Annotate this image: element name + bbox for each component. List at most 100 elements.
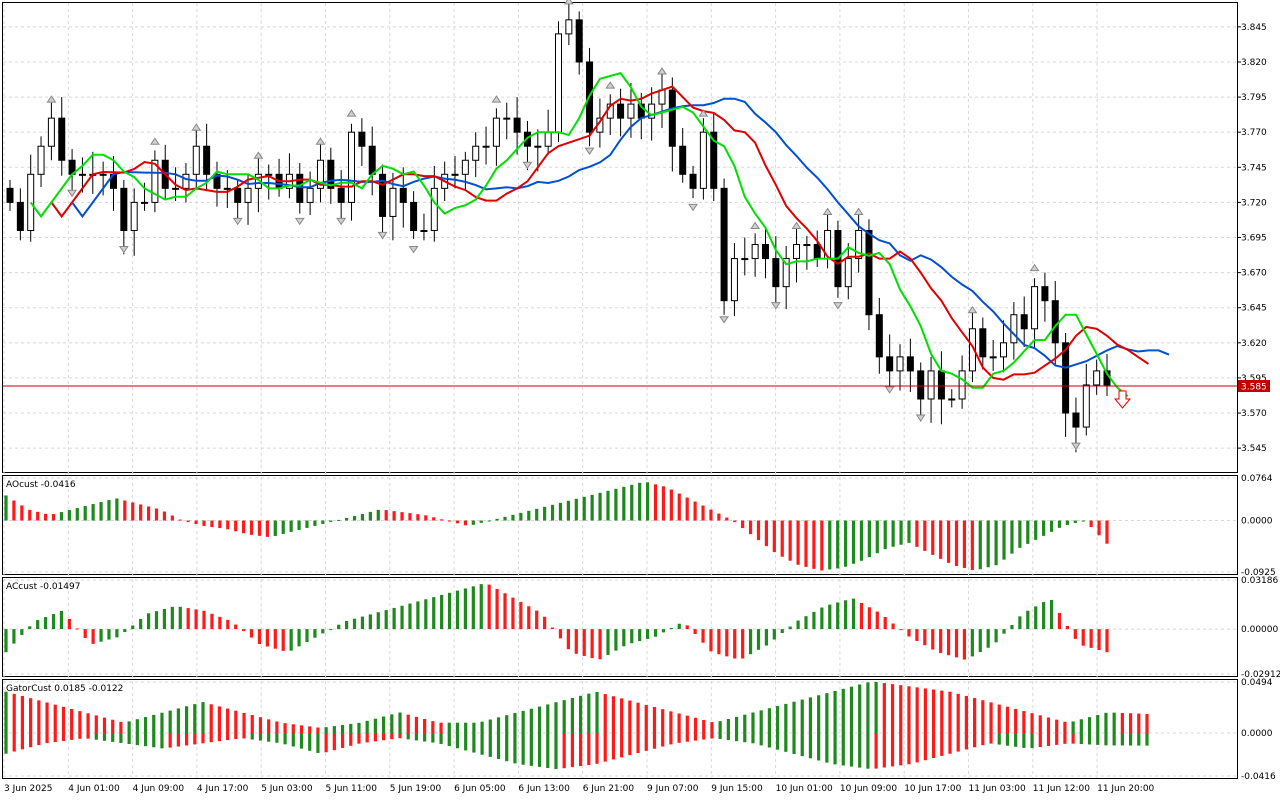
- ao-bar: [392, 511, 396, 521]
- ao-bar: [962, 520, 967, 568]
- gator-lower-bar: [480, 733, 484, 755]
- fractal-down-icon: [688, 203, 698, 212]
- bull-candle: [648, 103, 656, 119]
- ao-bar: [867, 520, 871, 558]
- ac-bar: [851, 598, 856, 630]
- gator-upper-bar: [1079, 719, 1083, 734]
- ao-bar: [273, 520, 277, 536]
- ao-bar: [479, 520, 483, 523]
- bull-candle: [182, 173, 190, 189]
- ao-bar: [471, 520, 475, 525]
- ao-bar: [416, 514, 420, 521]
- gator-lower-bar: [1079, 733, 1083, 745]
- bull-candle: [306, 187, 314, 203]
- ac-bar: [131, 625, 135, 630]
- ac-bar: [543, 616, 547, 630]
- gator-upper-bar: [751, 712, 755, 734]
- gator-upper-bar: [127, 721, 131, 734]
- bull-candle: [141, 201, 149, 204]
- gator-lower-bar: [45, 733, 49, 744]
- bull-candle: [1031, 286, 1039, 330]
- bear-candle: [327, 159, 335, 189]
- fractal-down-icon: [408, 245, 419, 254]
- bear-candle: [720, 187, 728, 302]
- gator-lower-bar: [833, 733, 837, 765]
- ac-tick-label: 0.00000: [1241, 625, 1278, 635]
- gator-upper-bar: [1055, 719, 1059, 734]
- ao-bar: [986, 520, 990, 568]
- bear-candle: [58, 117, 66, 161]
- ac-bar: [503, 593, 507, 630]
- ao-bar: [653, 484, 658, 521]
- time-tick-label: 9 Jun 15:00: [711, 784, 763, 794]
- gator-upper-bar: [767, 708, 772, 734]
- fractal-down-icon: [770, 302, 781, 310]
- bear-candle: [865, 229, 873, 316]
- ao-bar: [741, 520, 745, 529]
- ao-bar: [487, 520, 491, 522]
- gator-upper-bar: [603, 694, 607, 734]
- ac-bar: [844, 600, 848, 630]
- gator-lower-bar: [669, 733, 673, 745]
- ao-bar: [844, 520, 848, 567]
- gator-lower-bar: [258, 733, 263, 741]
- gator-lower-bar: [472, 733, 476, 753]
- gator-upper-bar: [283, 723, 287, 734]
- bear-candle: [1051, 300, 1059, 344]
- gator-upper-bar: [488, 719, 492, 734]
- bull-candle: [555, 33, 562, 133]
- gator-lower-bar: [841, 733, 845, 766]
- ao-bar: [978, 520, 982, 570]
- gator-lower-bar: [636, 733, 640, 754]
- bull-candle: [420, 229, 428, 232]
- gator-lower-bar: [1120, 733, 1124, 746]
- gator-lower-bar: [152, 733, 156, 748]
- gator-upper-bar: [940, 690, 944, 734]
- ac-bar: [392, 607, 396, 630]
- ao-bar: [535, 508, 539, 521]
- ao-histogram: [4, 482, 1109, 571]
- gator-upper-bar: [529, 708, 533, 734]
- gator-upper-bar: [308, 726, 312, 734]
- gator-lower-bar: [332, 733, 336, 751]
- gator-upper-bar: [661, 709, 665, 734]
- ao-bar: [946, 520, 951, 563]
- gator-upper-bar: [439, 722, 443, 734]
- ao-bar: [1089, 520, 1093, 528]
- ac-bar: [479, 584, 483, 630]
- gator-upper-bar: [513, 713, 517, 734]
- ac-histogram: [4, 584, 1109, 660]
- fractal-down-icon: [884, 386, 895, 394]
- gator-upper-bar: [677, 713, 681, 734]
- gator-lower-bar: [29, 733, 33, 748]
- gator-upper-bar: [734, 716, 739, 734]
- time-tick-label: 6 Jun 21:00: [583, 784, 635, 794]
- ao-bar: [574, 498, 578, 521]
- gator-upper-bar: [595, 691, 599, 734]
- gator-upper-bar: [554, 702, 558, 734]
- ac-bar: [1057, 612, 1062, 630]
- current-price-text: 3.585: [1241, 383, 1267, 393]
- gator-upper-bar: [1120, 712, 1124, 734]
- gator-lower-bar: [234, 733, 238, 740]
- bear-candle: [1020, 314, 1028, 330]
- bull-candle: [989, 356, 997, 359]
- bear-candle: [234, 187, 242, 203]
- gator-lower-bar: [111, 733, 115, 742]
- gator-upper-bar: [12, 693, 16, 734]
- ao-bar: [51, 514, 56, 521]
- ac-bar: [550, 627, 555, 630]
- ac-bar: [178, 606, 182, 630]
- ao-bar: [1026, 520, 1030, 544]
- gator-lower-bar: [4, 733, 8, 754]
- ac-bar: [1010, 625, 1014, 630]
- ac-bar: [741, 629, 745, 659]
- gator-lower-bar: [1087, 733, 1092, 745]
- ao-bar: [796, 520, 800, 565]
- ao-bar: [1065, 520, 1069, 525]
- fractal-up-icon: [791, 221, 802, 230]
- bull-candle: [482, 145, 490, 148]
- gator-lower-bar: [250, 733, 254, 740]
